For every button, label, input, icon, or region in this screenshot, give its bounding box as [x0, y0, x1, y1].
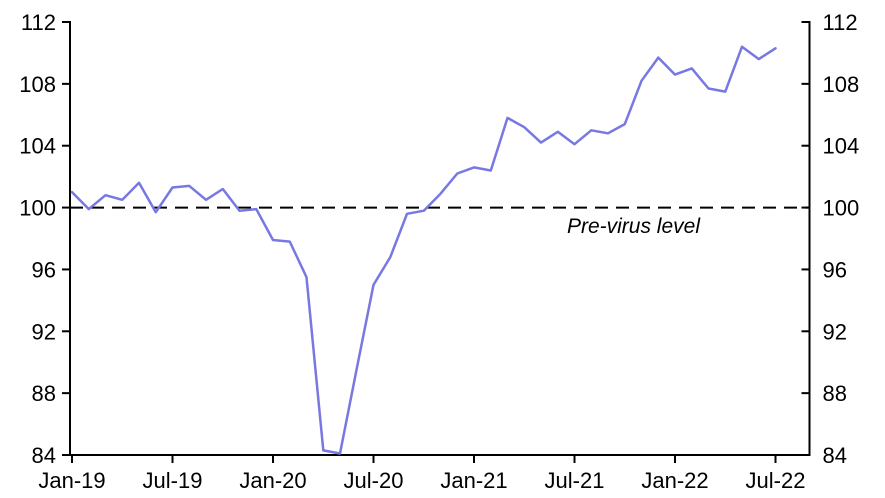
- pre-virus-level-label: Pre-virus level: [567, 215, 701, 238]
- axes-layer: [62, 21, 811, 463]
- x-tick-label-Jan-21: Jan-21: [440, 468, 507, 493]
- data-series-layer: [70, 45, 777, 455]
- y-tick-label-left-112: 112: [21, 10, 56, 35]
- y-tick-label-right-92: 92: [823, 319, 847, 344]
- x-tick-label-Jul-20: Jul-20: [344, 468, 404, 493]
- y-tick-label-left-84: 84: [32, 443, 56, 468]
- y-tick-label-right-108: 108: [823, 72, 860, 97]
- y-tick-label-right-84: 84: [823, 443, 847, 468]
- x-tick-label-Jul-19: Jul-19: [143, 468, 203, 493]
- y-tick-label-right-96: 96: [823, 257, 847, 282]
- y-tick-label-left-104: 104: [19, 134, 56, 159]
- y-tick-label-left-92: 92: [32, 319, 56, 344]
- y-tick-label-left-108: 108: [19, 72, 56, 97]
- y-tick-label-left-100: 100: [19, 196, 56, 221]
- x-tick-label-Jan-20: Jan-20: [239, 468, 306, 493]
- y-tick-label-left-96: 96: [32, 257, 56, 282]
- y-tick-label-right-112: 112: [823, 10, 858, 35]
- data-line: [70, 45, 777, 455]
- x-tick-label-Jul-22: Jul-22: [746, 468, 806, 493]
- y-tick-label-right-104: 104: [823, 134, 860, 159]
- y-tick-label-left-88: 88: [32, 381, 56, 406]
- y-tick-label-right-88: 88: [823, 381, 847, 406]
- tick-label-layer: 84 84 88 88 92 92 96 96 100 100 104 104 108 108 112 112…: [19, 10, 859, 493]
- x-tick-label-Jan-22: Jan-22: [641, 468, 708, 493]
- x-tick-label-Jan-19: Jan-19: [38, 468, 105, 493]
- x-tick-label-Jul-21: Jul-21: [545, 468, 605, 493]
- y-tick-label-right-100: 100: [823, 196, 860, 221]
